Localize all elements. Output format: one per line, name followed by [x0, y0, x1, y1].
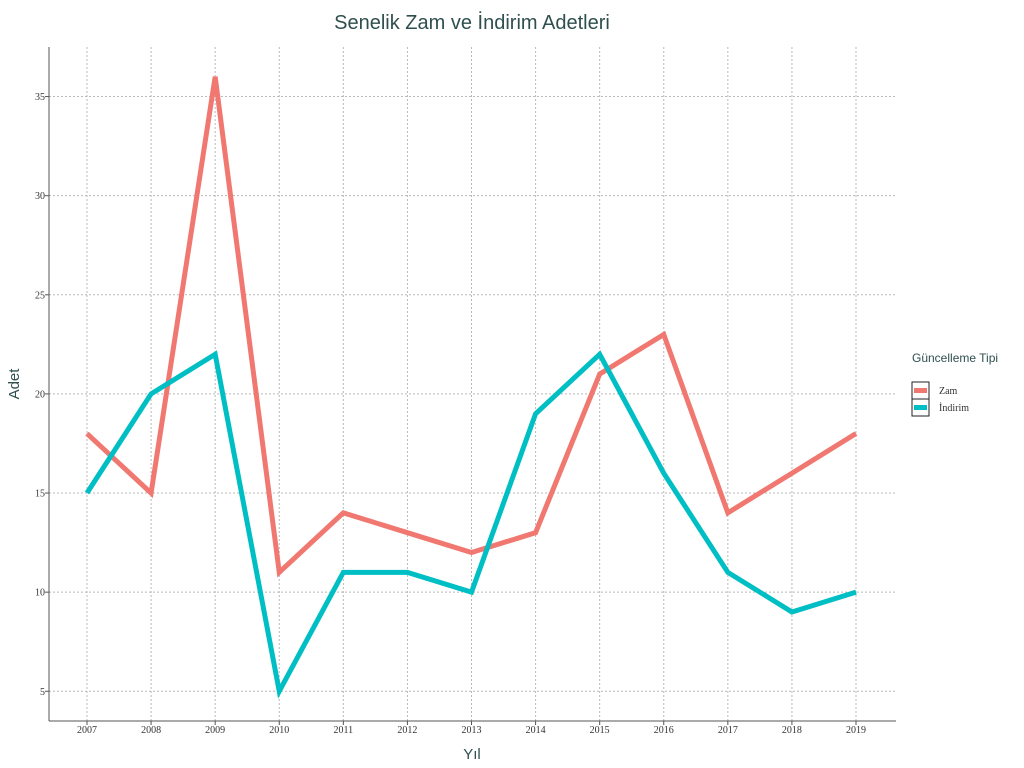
series-layer [84, 76, 858, 699]
x-axis-title: Yıl [463, 746, 481, 763]
legend-title: Güncelleme Tipi [912, 351, 998, 365]
y-axis-title: Adet [6, 368, 23, 400]
x-tick-label: 2016 [654, 725, 674, 736]
y-tick-label: 20 [35, 389, 45, 400]
y-tick-label: 35 [35, 92, 45, 103]
legend-label: Zam [939, 386, 958, 397]
x-tick-label: 2007 [77, 725, 97, 736]
x-axis-ticks: 2007 2008 2009 2010 2011 2012 2013 2014 2015 2016… [77, 721, 866, 736]
x-tick-label: 2012 [397, 725, 417, 736]
y-tick-label: 25 [35, 290, 45, 301]
y-tick-label: 5 [40, 687, 45, 698]
x-tick-label: 2019 [846, 725, 866, 736]
x-tick-label: 2014 [526, 725, 546, 736]
y-tick-label: 10 [35, 588, 45, 599]
x-tick-label: 2013 [462, 725, 482, 736]
x-tick-label: 2018 [782, 725, 802, 736]
y-tick-label: 30 [35, 191, 45, 202]
x-tick-label: 2015 [590, 725, 610, 736]
x-tick-label: 2009 [205, 725, 225, 736]
chart-title: Senelik Zam ve İndirim Adetleri [334, 11, 610, 34]
grid [49, 47, 896, 721]
legend-items: Zam İndirim [911, 381, 969, 417]
x-tick-label: 2017 [718, 725, 738, 736]
legend: Güncelleme Tipi Zam İndirim [911, 351, 998, 417]
y-tick-label: 15 [35, 489, 45, 500]
x-tick-label: 2008 [141, 725, 161, 736]
x-tick-label: 2010 [269, 725, 289, 736]
x-tick-label: 2011 [334, 725, 354, 736]
legend-label: İndirim [939, 402, 969, 414]
y-axis-ticks: 5 10 15 20 25 30 35 [35, 92, 49, 698]
